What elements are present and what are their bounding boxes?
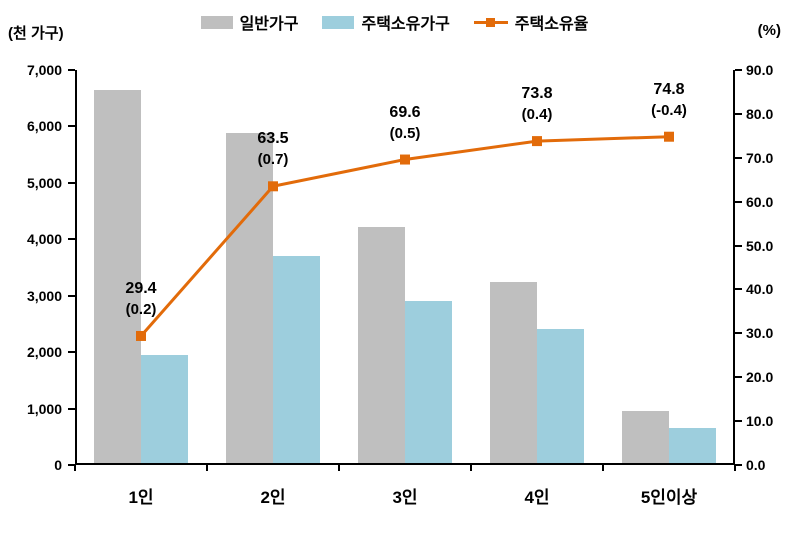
left-axis-tick [68, 294, 75, 297]
x-axis-tick [734, 465, 736, 471]
rate-change: (0.7) [257, 151, 289, 169]
x-axis-tick [74, 465, 76, 471]
left-axis-tick-label: 3,000 [26, 287, 62, 304]
right-axis-tick-label: 20.0 [746, 369, 774, 386]
rate-change: (0.2) [125, 300, 157, 318]
rate-value: 73.8 [521, 85, 553, 103]
x-axis-category-label: 3인 [392, 488, 418, 507]
left-axis-tick [68, 407, 75, 410]
left-axis-tick [68, 351, 75, 354]
right-axis-tick [735, 112, 742, 115]
right-axis-tick-label: 10.0 [746, 413, 774, 430]
rate-data-label: 69.6 (0.5) [389, 102, 420, 144]
left-axis-tick [68, 69, 75, 71]
bar-general-households [622, 410, 669, 465]
x-axis-tick [206, 465, 208, 471]
rate-change: (-0.4) [651, 101, 687, 119]
ownership-rate-swatch [473, 16, 508, 29]
right-axis-tick [735, 200, 742, 203]
bar-owner-households [141, 354, 188, 465]
left-axis-tick-label: 4,000 [26, 231, 62, 248]
right-axis-tick-label: 30.0 [746, 325, 774, 342]
x-axis-category-label: 5인이상 [640, 488, 698, 507]
bar-general-households [94, 90, 141, 465]
rate-change: (0.4) [521, 106, 553, 124]
right-axis-tick [735, 332, 742, 335]
x-axis-tick [602, 465, 604, 471]
right-axis-tick-label: 0.0 [746, 457, 766, 473]
x-axis-category-label: 2인 [260, 488, 286, 507]
left-axis-title: (천 가구) [8, 25, 64, 42]
right-axis-tick-label: 40.0 [746, 281, 774, 298]
rate-change: (0.5) [389, 124, 421, 142]
legend-label-owner-households: 주택소유가구 [361, 16, 450, 33]
rate-data-label: 73.8 (0.4) [521, 83, 552, 125]
legend-label-ownership-rate: 주택소유율 [514, 16, 589, 33]
right-axis-tick-label: 80.0 [746, 105, 774, 122]
right-axis-tick [735, 244, 742, 247]
plot-area [75, 70, 735, 465]
right-axis-tick [735, 288, 742, 291]
left-axis-tick-label: 1,000 [26, 400, 62, 417]
right-axis-tick [735, 156, 742, 159]
left-axis-tick [68, 125, 75, 128]
left-axis-tick-label: 7,000 [26, 62, 62, 78]
x-axis-tick [470, 465, 472, 471]
right-axis-tick-label: 50.0 [746, 237, 774, 254]
left-axis-tick-label: 0 [54, 457, 62, 473]
left-axis-tick-label: 2,000 [26, 344, 62, 361]
x-axis-tick [338, 465, 340, 471]
legend: 일반가구 주택소유가구 주택소유율 [0, 10, 789, 34]
rate-data-label: 29.4 (0.2) [125, 278, 156, 320]
line-swatch-marker [485, 17, 495, 27]
right-axis-title: (%) [757, 22, 781, 39]
right-axis-tick-label: 70.0 [746, 149, 774, 166]
owner-households-swatch [322, 15, 355, 29]
rate-value: 63.5 [257, 130, 289, 148]
rate-data-label: 74.8 (-0.4) [651, 79, 687, 121]
legend-item-ownership-rate: 주택소유율 [473, 10, 589, 34]
general-households-swatch [200, 15, 233, 29]
rate-value: 69.6 [389, 103, 421, 121]
right-axis-tick [735, 420, 742, 423]
x-axis-category-label: 1인 [128, 488, 154, 507]
right-axis-tick [735, 376, 742, 379]
right-axis-tick-label: 60.0 [746, 193, 774, 210]
left-axis-tick [68, 464, 75, 466]
bar-owner-households [537, 329, 584, 465]
right-axis-tick-label: 90.0 [746, 62, 774, 78]
x-axis-category-label: 4인 [524, 488, 550, 507]
left-axis-tick [68, 181, 75, 184]
rate-value: 74.8 [653, 80, 685, 98]
rate-value: 29.4 [125, 279, 157, 297]
left-axis-tick [68, 238, 75, 241]
rate-data-label: 63.5 (0.7) [257, 128, 288, 170]
right-axis-tick [735, 464, 742, 466]
legend-item-owner-households: 주택소유가구 [322, 10, 450, 34]
legend-item-general-households: 일반가구 [200, 10, 299, 34]
left-axis-tick-label: 5,000 [26, 174, 62, 191]
bar-owner-households [669, 427, 716, 465]
legend-label-general-households: 일반가구 [239, 16, 299, 33]
right-axis-tick [735, 69, 742, 71]
left-axis-tick-label: 6,000 [26, 118, 62, 135]
